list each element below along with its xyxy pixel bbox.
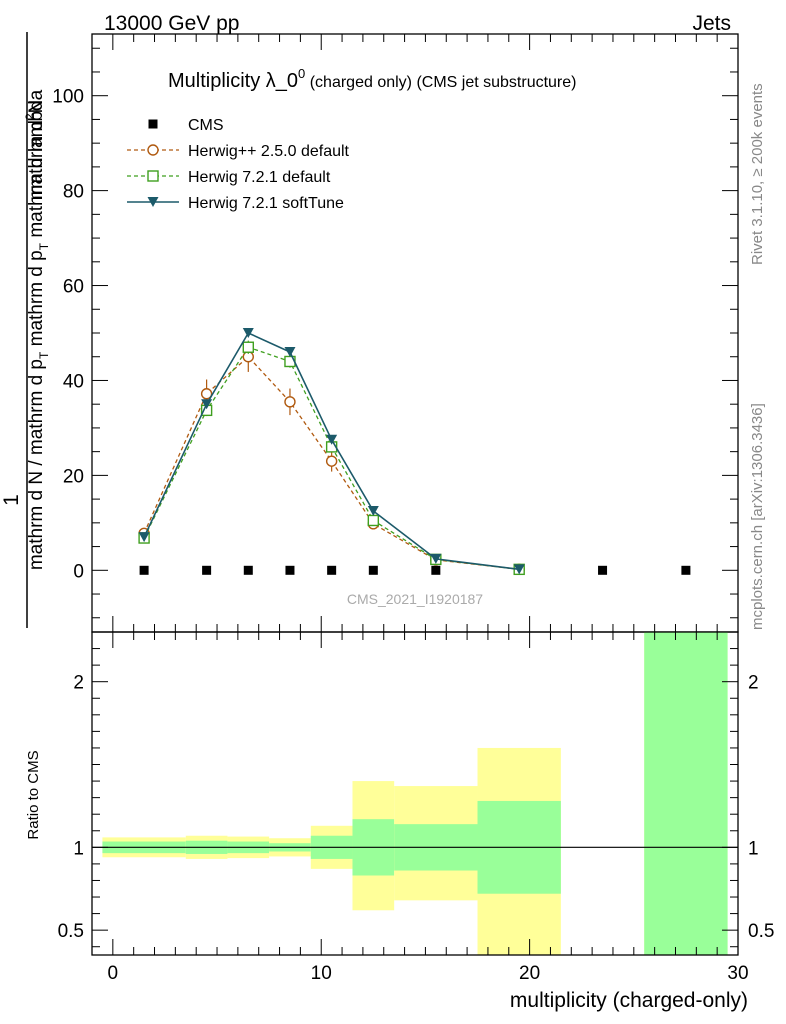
series-line-1 — [143, 355, 520, 570]
series-line-2 — [143, 346, 520, 570]
legend-marker-3 — [147, 197, 159, 207]
watermark: CMS_2021_I1920187 — [347, 591, 483, 607]
main-y-axis-label: 1 mathrm d2N mathrm d N / mathrm d pT ma… — [0, 32, 51, 628]
main-title-text: Multiplicity λ_0 — [168, 70, 298, 92]
data-point-3-1 — [201, 399, 213, 410]
data-point-3-2 — [242, 328, 254, 338]
main-title: Multiplicity λ_00 (charged only) (CMS je… — [168, 66, 576, 92]
data-point-3-7 — [513, 564, 525, 575]
x-axis-label: multiplicity (charged-only) — [510, 989, 748, 1012]
data-point-3-4 — [326, 434, 338, 445]
series-line-3 — [143, 331, 520, 571]
main-y-tick-label-1: 20 — [63, 466, 84, 487]
x-tick-label-0: 0 — [108, 963, 119, 984]
data-point-2-2 — [242, 341, 254, 353]
x-tick-label-3: 30 — [727, 963, 748, 984]
ratio-y-tick-label-right-2: 2 — [748, 673, 759, 694]
data-point-3-6 — [430, 553, 442, 564]
legend-marker-2 — [147, 170, 159, 182]
ratio-plot: 0.5 0.51 12 20 10 20 30 Ratio to CMS multiplic… — [25, 631, 774, 1012]
legend-label-0: CMS — [188, 117, 224, 134]
y-label-top: 1 — [0, 494, 23, 506]
ratio-frame — [91, 631, 739, 956]
svg-text:Multiplicity λ_00 (charged onl: Multiplicity λ_00 (charged only) (CMS je… — [168, 66, 576, 92]
data-point-0-3 — [285, 565, 295, 575]
main-title-rest: (charged only) (CMS jet substructure) — [305, 74, 576, 91]
mcplots-label: mcplots.cern.ch [arXiv:1306.3436] — [749, 403, 766, 630]
process-label: Jets — [692, 12, 731, 35]
ratio-band-inner-8 — [644, 632, 728, 955]
legend-label-1: Herwig++ 2.5.0 default — [188, 143, 350, 160]
ratio-y-axis-label: Ratio to CMS — [25, 750, 42, 839]
data-point-0-8 — [598, 565, 608, 575]
series-0 — [139, 565, 691, 575]
x-tick-label-2: 20 — [519, 963, 540, 984]
ratio-y-tick-label-2: 2 — [73, 673, 84, 694]
data-point-1-3 — [284, 396, 296, 408]
series-1 — [138, 341, 525, 576]
data-point-3-5 — [367, 505, 379, 516]
main-y-tick-label-0: 0 — [73, 561, 84, 582]
x-tick-label-1: 10 — [311, 963, 332, 984]
main-title-sup: 0 — [298, 66, 305, 81]
data-point-3-0 — [138, 532, 150, 543]
data-point-1-4 — [325, 455, 338, 467]
y-label-denominator: mathrm d N / mathrm d pT mathrm d pT mat… — [26, 89, 51, 570]
data-point-0-1 — [202, 565, 212, 575]
data-point-0-9 — [681, 565, 691, 575]
data-point-0-5 — [368, 565, 378, 575]
main-y-tick-label-3: 60 — [63, 277, 84, 298]
main-y-tick-label-4: 80 — [63, 182, 84, 203]
legend: CMS Herwig++ 2.5.0 default Herwig 7.2.1 de… — [127, 117, 350, 212]
data-point-0-0 — [139, 565, 149, 575]
main-y-tick-label-5: 100 — [52, 87, 84, 108]
legend-label-2: Herwig 7.2.1 default — [188, 169, 331, 186]
data-point-0-4 — [327, 565, 337, 575]
rivet-label: Rivet 3.1.10, ≥ 200k events — [749, 83, 766, 265]
data-point-0-6 — [431, 565, 441, 575]
ratio-y-tick-label-right-1: 1 — [748, 838, 759, 859]
main-y-tick-label-2: 40 — [63, 371, 84, 392]
legend-marker-1 — [147, 144, 159, 156]
series-3 — [138, 328, 525, 575]
energy-label: 13000 GeV pp — [104, 12, 239, 35]
y-label-numerator: mathrm d2N — [23, 100, 47, 201]
ratio-y-tick-label-right-0: 0.5 — [748, 921, 774, 942]
data-point-1-1 — [200, 388, 213, 400]
data-point-3-3 — [284, 346, 296, 357]
main-plot: Multiplicity λ_00 (charged only) (CMS je… — [0, 32, 739, 633]
legend-label-3: Herwig 7.2.1 softTune — [188, 195, 344, 212]
data-point-2-5 — [367, 514, 380, 527]
ratio-y-tick-label-0: 0.5 — [58, 921, 84, 942]
data-point-0-2 — [243, 565, 253, 575]
legend-marker-0 — [148, 119, 158, 129]
ratio-y-tick-label-1: 1 — [73, 838, 84, 859]
